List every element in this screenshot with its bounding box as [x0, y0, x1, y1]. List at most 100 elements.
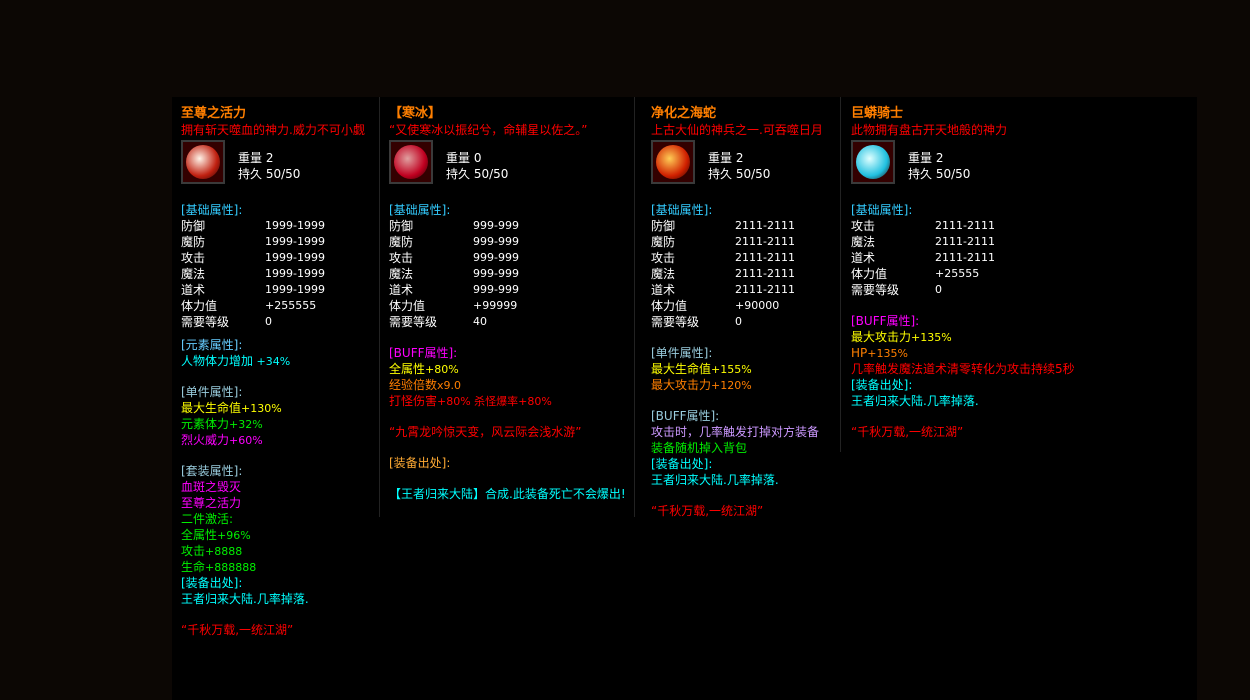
attribute-line: 【王者归来大陆】合成.此装备死亡不会爆出! [389, 486, 634, 502]
item-stats-summary: 重量 2 持久 50/50 [908, 150, 970, 182]
attribute-value: 2111-2111 [935, 251, 995, 264]
attribute-label: [基础属性]: [389, 203, 451, 217]
attribute-label: 魔法 [851, 235, 876, 249]
attribute-label: 防御 [651, 219, 676, 233]
attribute-label: 最大生命值 [181, 401, 242, 415]
attribute-value: 999-999 [473, 219, 519, 232]
attribute-label: [单件属性]: [651, 346, 713, 360]
attribute-label: [装备出处]: [181, 576, 243, 590]
weight-value: 0 [473, 151, 482, 165]
attribute-line: 需要等级 40 [389, 314, 634, 330]
attribute-value: +255555 [265, 299, 317, 312]
ice-crystal-icon [851, 140, 895, 184]
item-panel: 至尊之活力 拥有斩天噬血的神力.威力不可小觑 重量 2 持久 50/50 [基础属性]:… [181, 97, 377, 638]
attribute-label: “千秋万载,一统江湖” [181, 623, 294, 637]
weight-label: 重量 [238, 151, 263, 165]
attribute-line: 道术 2111-2111 [851, 250, 1191, 266]
attribute-label: [BUFF属性]: [389, 346, 458, 360]
attribute-line: 生命+888888 [181, 559, 377, 575]
spacer [389, 330, 634, 345]
attribute-label: [单件属性]: [181, 385, 243, 399]
attribute-label: 经验倍数 [389, 378, 438, 392]
durability-row: 持久 50/50 [238, 166, 300, 182]
attribute-line: 需要等级 0 [851, 282, 1191, 298]
durability-row: 持久 50/50 [446, 166, 508, 182]
attribute-value: +90000 [735, 299, 780, 312]
spacer [651, 330, 836, 345]
attribute-label: 需要等级 [651, 315, 700, 329]
attribute-line: HP+135% [851, 345, 1191, 361]
item-icon-row: 重量 2 持久 50/50 [181, 140, 377, 190]
attribute-label: [元素属性]: [181, 338, 243, 352]
weight-row: 重量 2 [238, 150, 300, 166]
divider [379, 97, 380, 517]
attribute-label: 几率触发魔法道术清零转化为攻击持续5秒 [851, 362, 1075, 376]
attribute-line: 最大攻击力+120% [651, 377, 836, 393]
item-panel: 巨蟒骑士 此物拥有盘古开天地般的神力 重量 2 持久 50/50 [基础属性]: 攻击 21… [851, 97, 1191, 440]
attribute-suffix: +34% [253, 355, 291, 368]
attribute-line: 王者归来大陆.几率掉落. [851, 393, 1191, 409]
durability-label: 持久 [708, 167, 733, 181]
item-stats-summary: 重量 2 持久 50/50 [708, 150, 770, 182]
item-description: 上古大仙的神兵之一.可吞噬日月 [651, 123, 823, 137]
attribute-label: 道术 [181, 283, 206, 297]
weight-label: 重量 [446, 151, 471, 165]
attribute-line: 王者归来大陆.几率掉落. [181, 591, 377, 607]
attribute-label: 王者归来大陆.几率掉落. [851, 394, 979, 408]
attribute-suffix: +130% [241, 402, 282, 415]
attribute-label: 至尊之活力 [181, 496, 242, 510]
attribute-label: 生命 [181, 560, 206, 574]
attribute-line: 几率触发魔法道术清零转化为攻击持续5秒 [851, 361, 1191, 377]
attribute-value: +99999 [473, 299, 518, 312]
attribute-line: [装备出处]: [389, 455, 634, 471]
attribute-value: 1999-1999 [265, 251, 325, 264]
attribute-value: 0 [935, 283, 942, 296]
attribute-line: 魔法 2111-2111 [651, 266, 836, 282]
attribute-label: 魔防 [651, 235, 676, 249]
attribute-line: 魔法 2111-2111 [851, 234, 1191, 250]
attribute-value: +25555 [935, 267, 980, 280]
spacer [389, 409, 634, 424]
attribute-value: 2111-2111 [735, 235, 795, 248]
weight-label: 重量 [708, 151, 733, 165]
attribute-label: 魔防 [181, 235, 206, 249]
attribute-line: 攻击 2111-2111 [851, 218, 1191, 234]
attribute-label: [BUFF属性]: [651, 409, 720, 423]
attribute-label: 道术 [389, 283, 414, 297]
attribute-value: 0 [735, 315, 742, 328]
attribute-suffix: +120% [711, 379, 752, 392]
attribute-label: “九霄龙吟惊天变，风云际会浅水游” [389, 425, 582, 439]
weight-value: 2 [935, 151, 944, 165]
attribute-value: 1999-1999 [265, 267, 325, 280]
durability-label: 持久 [238, 167, 263, 181]
attribute-suffix: +135% [867, 347, 908, 360]
attribute-line: “千秋万载,一统江湖” [851, 424, 1191, 440]
attribute-line: 至尊之活力 [181, 495, 377, 511]
attribute-line: 王者归来大陆.几率掉落. [651, 472, 836, 488]
item-title: 至尊之活力 [181, 106, 247, 121]
item-icon-row: 重量 2 持久 50/50 [651, 140, 836, 190]
attribute-label: 打怪伤害 [389, 394, 438, 408]
item-title: 巨蟒骑士 [851, 106, 904, 121]
tooltip-area [172, 97, 1197, 700]
attribute-label: [基础属性]: [181, 203, 243, 217]
spacer [389, 471, 634, 486]
attribute-line: [装备出处]: [851, 377, 1191, 393]
attribute-label: 全属性 [181, 528, 218, 542]
attribute-value: 2111-2111 [935, 219, 995, 232]
attribute-line: [装备出处]: [181, 575, 377, 591]
attribute-line: 需要等级 0 [181, 314, 377, 330]
item-description: 此物拥有盘古开天地般的神力 [851, 123, 1008, 137]
attribute-line: 魔法 999-999 [389, 266, 634, 282]
item-icon-row: 重量 0 持久 50/50 [389, 140, 634, 190]
crimson-cube-icon [389, 140, 433, 184]
attribute-line: 元素体力+32% [181, 416, 377, 432]
attribute-line: 二件激活: [181, 511, 377, 527]
attribute-line: [装备出处]: [651, 456, 836, 472]
attribute-value: 999-999 [473, 283, 519, 296]
attribute-label: 最大生命值 [651, 362, 712, 376]
attribute-value: 999-999 [473, 267, 519, 280]
attribute-label: 最大攻击力 [651, 378, 712, 392]
attribute-line: 体力值 +255555 [181, 298, 377, 314]
spacer [851, 409, 1191, 424]
